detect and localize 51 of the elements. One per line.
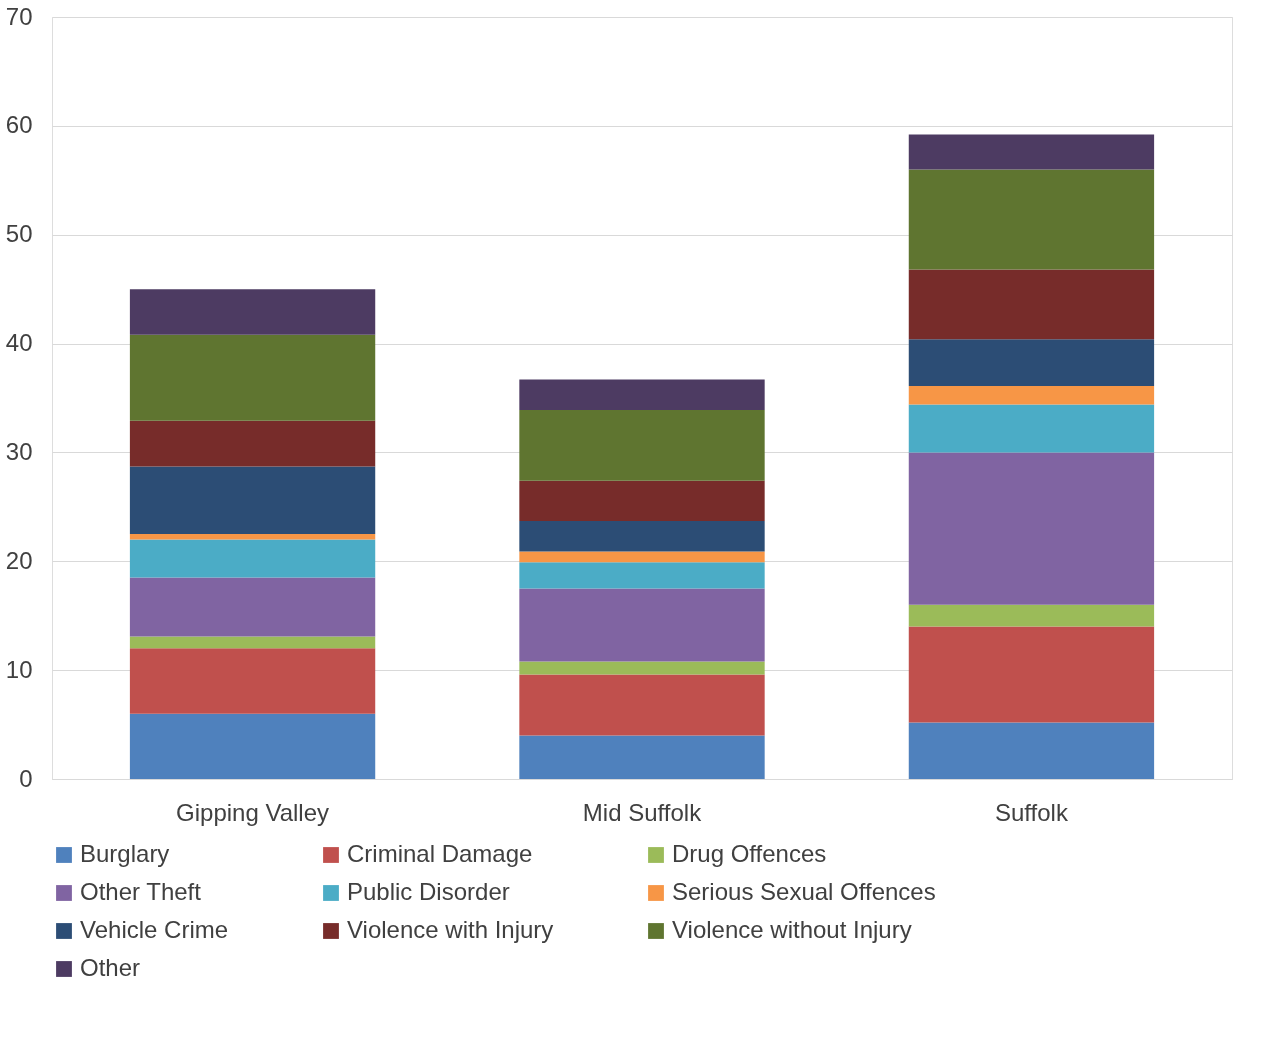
legend-label: Other <box>80 954 141 981</box>
y-tick-label: 0 <box>19 764 33 792</box>
bar <box>908 269 1155 340</box>
bar <box>519 661 765 675</box>
legend-label: Vehicle Crime <box>80 916 229 943</box>
bar <box>519 409 765 481</box>
x-tick-label: Gipping Valley <box>176 798 330 826</box>
y-tick-label: 70 <box>5 2 33 30</box>
x-tick-label: Suffolk <box>994 798 1069 826</box>
bar <box>908 626 1155 723</box>
y-tick-label: 30 <box>5 437 33 465</box>
y-tick-label: 50 <box>5 220 33 248</box>
bar <box>519 379 765 410</box>
legend-label: Drug Offences <box>672 840 827 867</box>
bar <box>908 604 1155 627</box>
legend-label: Serious Sexual Offences <box>672 878 936 905</box>
y-tick-label: 20 <box>5 546 33 574</box>
legend-label: Burglary <box>80 840 170 867</box>
bar <box>519 521 765 552</box>
legend-label: Criminal Damage <box>347 840 533 867</box>
bar <box>519 480 765 522</box>
legend-label: Violence without Injury <box>672 916 912 943</box>
bar <box>129 334 376 421</box>
bar <box>129 713 376 779</box>
bar <box>908 386 1155 405</box>
legend-label: Public Disorder <box>347 878 510 905</box>
bar <box>519 562 765 589</box>
bar <box>129 466 376 535</box>
x-tick-label: Mid Suffolk <box>582 798 703 826</box>
bar <box>129 539 376 578</box>
bar <box>129 648 376 714</box>
bar <box>129 636 376 649</box>
bar <box>519 588 765 662</box>
bar <box>519 735 765 779</box>
bar <box>908 169 1155 270</box>
bar <box>129 289 376 335</box>
bar <box>908 722 1155 779</box>
y-tick-label: 60 <box>5 111 33 139</box>
bar <box>129 420 376 467</box>
y-tick-label: 40 <box>5 329 33 357</box>
bar <box>129 577 376 637</box>
bar <box>908 404 1155 453</box>
legend-label: Other Theft <box>80 878 202 905</box>
bar <box>908 339 1155 387</box>
bar <box>908 134 1155 170</box>
legend-label: Violence with Injury <box>347 916 554 943</box>
bar <box>519 551 765 563</box>
bar <box>908 452 1155 605</box>
bar <box>519 674 765 736</box>
y-tick-label: 10 <box>5 655 33 683</box>
bar <box>129 534 376 540</box>
